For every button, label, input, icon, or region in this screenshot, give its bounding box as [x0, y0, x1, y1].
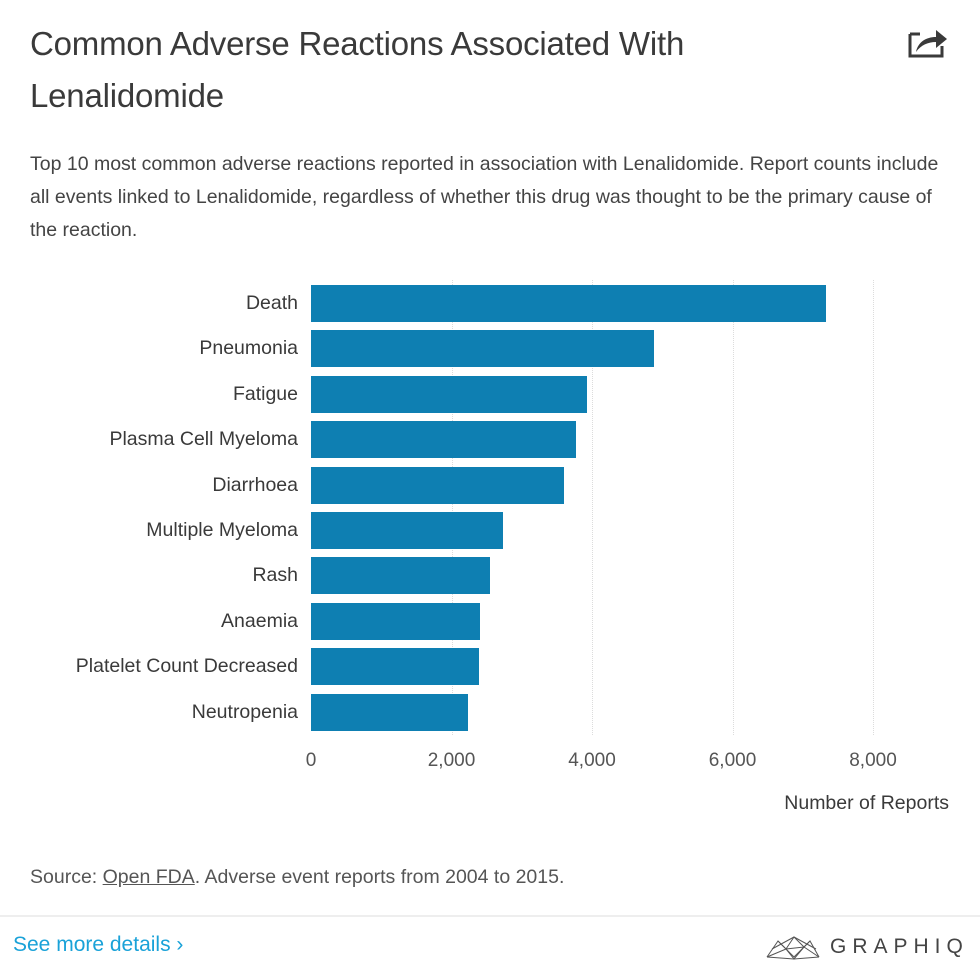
gridline — [592, 280, 593, 735]
bar[interactable] — [311, 693, 468, 731]
gridline — [732, 280, 734, 735]
category-label: Pneumonia — [199, 337, 298, 360]
x-tick-label: 6,000 — [708, 750, 757, 771]
x-tick-label: 2,000 — [427, 750, 476, 771]
bar[interactable] — [311, 557, 491, 595]
x-tick-label: 8,000 — [849, 750, 897, 771]
x-axis-label: Number of Reports — [784, 792, 949, 814]
share-icon — [908, 30, 947, 58]
bar[interactable] — [311, 602, 481, 640]
graphiq-logo: GRAPHIQ — [766, 930, 969, 964]
bar[interactable] — [311, 375, 588, 413]
gridline — [451, 280, 453, 735]
open-fda-link[interactable]: Open FDA — [102, 866, 195, 888]
bar[interactable] — [311, 330, 654, 368]
bar[interactable] — [311, 466, 564, 504]
brand-name: GRAPHIQ — [830, 935, 969, 958]
category-label: Rash — [252, 564, 298, 587]
chart-subtitle: Top 10 most common adverse reactions rep… — [30, 153, 939, 241]
source-suffix: . Adverse event reports from 2004 to 201… — [194, 866, 565, 888]
x-tick-label: 0 — [305, 750, 317, 771]
chart-title: Common Adverse Reactions Associated With… — [30, 25, 685, 114]
bar-chart: Death Pneumonia Fatigue Plasma Cell Myeloma… — [0, 270, 980, 830]
source-prefix: Source: — [30, 866, 103, 888]
graphiq-mountain-icon — [766, 936, 820, 960]
category-label: Diarrhoea — [212, 473, 298, 496]
category-label: Platelet Count Decreased — [75, 655, 298, 678]
category-label: Neutropenia — [191, 700, 298, 723]
source-note: Source: Open FDA. Adverse event reports … — [30, 866, 564, 889]
category-label: Plasma Cell Myeloma — [109, 428, 298, 451]
bar[interactable] — [311, 421, 576, 459]
bar[interactable] — [311, 648, 479, 686]
category-label: Death — [245, 292, 298, 314]
gridline — [873, 280, 874, 735]
bar[interactable] — [311, 285, 826, 322]
footer-divider — [0, 915, 980, 917]
category-label: Fatigue — [232, 382, 298, 405]
category-label: Anaemia — [221, 609, 298, 632]
x-tick-label: 4,000 — [568, 750, 616, 771]
see-more-details-link[interactable]: See more details › — [13, 933, 184, 956]
bar[interactable] — [311, 512, 503, 549]
category-label: Multiple Myeloma — [146, 519, 298, 541]
share-button[interactable] — [906, 24, 950, 60]
